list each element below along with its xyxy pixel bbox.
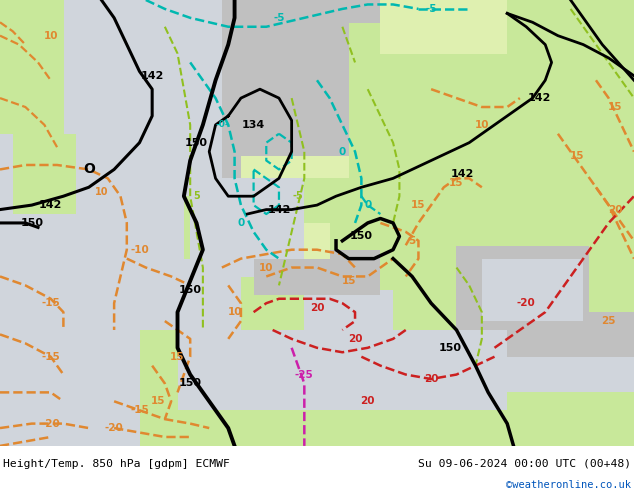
Text: 10: 10 xyxy=(44,31,58,41)
Text: 20: 20 xyxy=(310,303,324,313)
Text: 150: 150 xyxy=(179,378,202,389)
Text: -5: -5 xyxy=(425,4,437,14)
Text: -0-: -0- xyxy=(215,121,229,129)
Text: 10: 10 xyxy=(228,307,242,317)
Text: 15: 15 xyxy=(411,200,425,210)
Text: -5: -5 xyxy=(273,13,285,23)
Text: 5: 5 xyxy=(408,236,416,246)
Text: 15: 15 xyxy=(342,276,356,286)
Text: 0: 0 xyxy=(339,147,346,157)
Text: 10: 10 xyxy=(475,120,489,130)
Text: -10: -10 xyxy=(130,245,149,255)
Text: ©weatheronline.co.uk: ©weatheronline.co.uk xyxy=(506,480,631,490)
Text: 15: 15 xyxy=(171,352,184,362)
Text: 15: 15 xyxy=(608,102,622,112)
Text: -20: -20 xyxy=(41,418,60,429)
Text: 25: 25 xyxy=(602,316,616,326)
Text: -15: -15 xyxy=(41,352,60,362)
Text: -20: -20 xyxy=(105,423,124,433)
Text: 20: 20 xyxy=(361,396,375,406)
Text: -15: -15 xyxy=(130,405,149,415)
Text: 0: 0 xyxy=(237,218,245,228)
Text: 150: 150 xyxy=(185,138,208,147)
Text: Height/Temp. 850 hPa [gdpm] ECMWF: Height/Temp. 850 hPa [gdpm] ECMWF xyxy=(3,459,230,468)
Text: 150: 150 xyxy=(350,231,373,242)
Text: 150: 150 xyxy=(439,343,462,353)
Text: -20: -20 xyxy=(517,298,536,308)
Text: 142: 142 xyxy=(451,169,474,179)
Text: 150: 150 xyxy=(179,285,202,295)
Text: 20: 20 xyxy=(348,334,362,344)
Text: 5: 5 xyxy=(193,191,200,201)
Text: 10: 10 xyxy=(259,263,273,272)
Text: 15: 15 xyxy=(570,151,584,161)
Text: 150: 150 xyxy=(20,218,43,228)
Text: 142: 142 xyxy=(141,71,164,81)
Text: 20: 20 xyxy=(608,204,622,215)
Text: Su 09-06-2024 00:00 UTC (00+48): Su 09-06-2024 00:00 UTC (00+48) xyxy=(418,459,631,468)
Text: 142: 142 xyxy=(268,204,290,215)
Text: O: O xyxy=(83,163,94,176)
Text: -25: -25 xyxy=(295,369,314,380)
Text: 20: 20 xyxy=(424,374,438,384)
Text: 15: 15 xyxy=(152,396,165,406)
Text: 142: 142 xyxy=(527,93,550,103)
Text: -5: -5 xyxy=(293,191,303,201)
Text: 10: 10 xyxy=(94,187,108,197)
Text: 142: 142 xyxy=(39,200,62,210)
Text: 134: 134 xyxy=(242,120,265,130)
Text: -15: -15 xyxy=(41,298,60,308)
Text: 0: 0 xyxy=(364,200,372,210)
Text: 15: 15 xyxy=(450,178,463,188)
